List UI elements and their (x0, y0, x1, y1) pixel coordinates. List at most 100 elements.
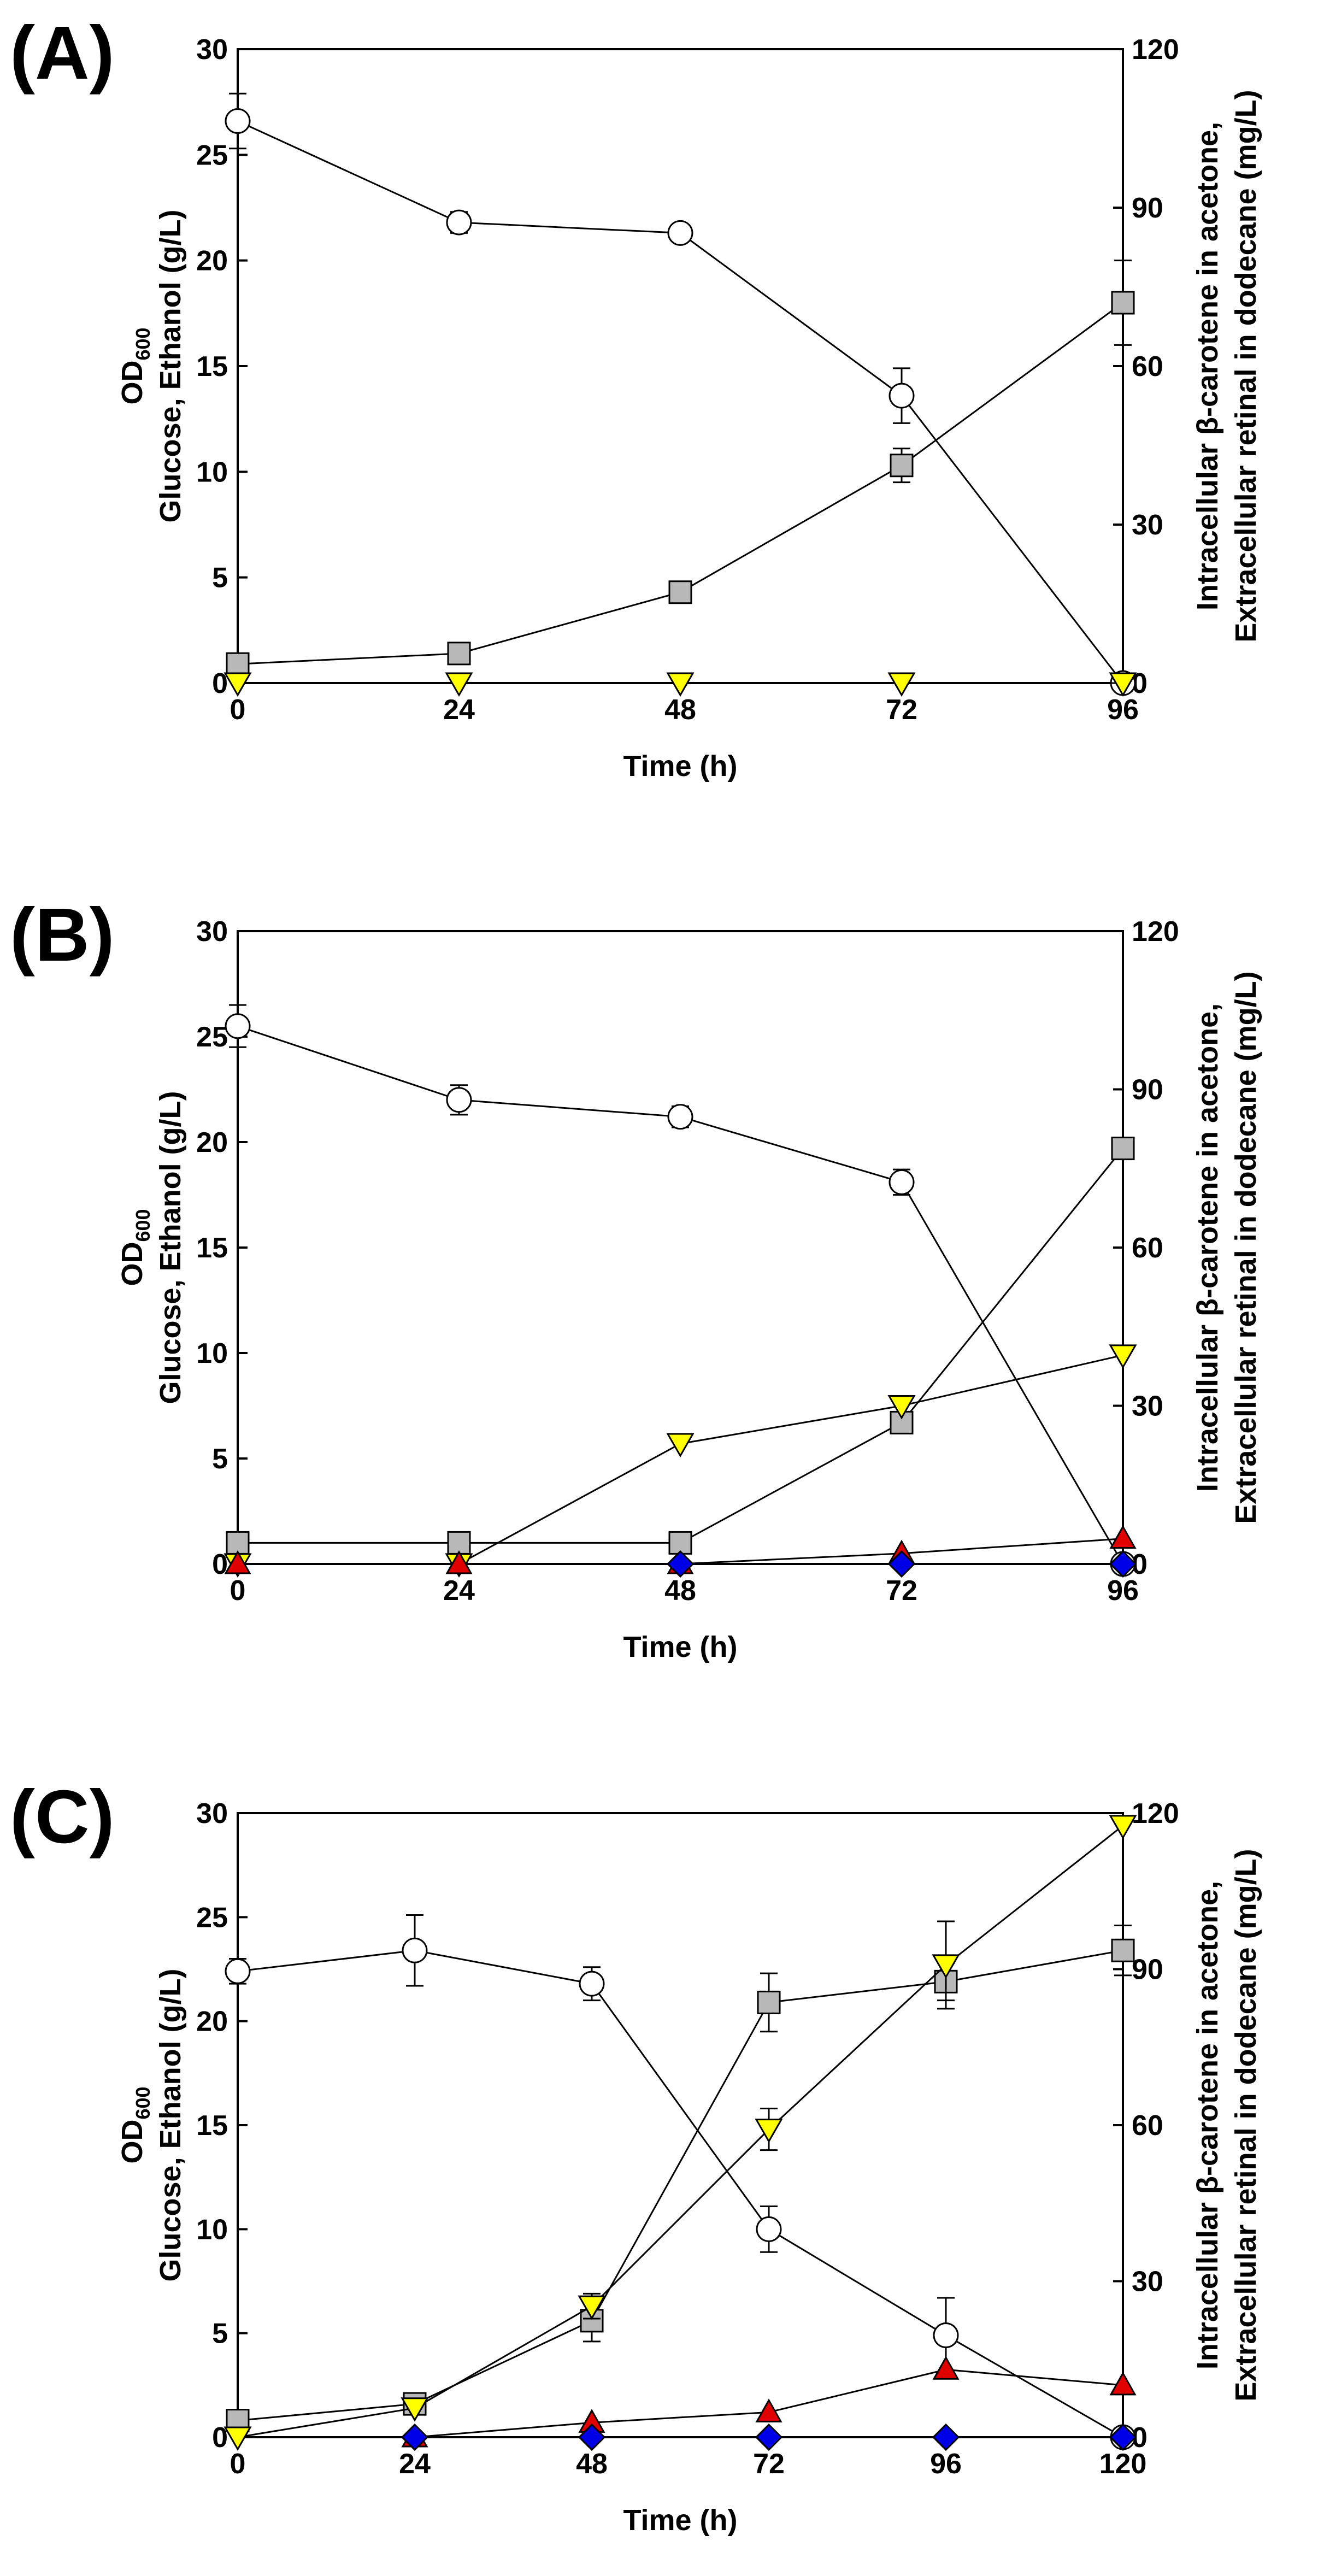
data-point (667, 220, 693, 246)
data-point (755, 2398, 782, 2422)
y-axis-title-glucose-ethanol: Glucose, Ethanol (g/L) (154, 1968, 187, 2281)
series-glucose (226, 260, 1135, 676)
x-tick-label: 72 (886, 694, 917, 726)
y-tick-label: 10 (196, 456, 228, 488)
panel-label-b: (B) (10, 893, 115, 977)
data-point (401, 2423, 429, 2451)
data-point (226, 652, 250, 676)
y2-axis-title-carotene: Intracellular β-carotene in acetone, (1191, 122, 1224, 610)
y-axis-title-glucose-ethanol: Glucose, Ethanol (g/L) (154, 209, 187, 522)
x-tick-label: 0 (230, 694, 246, 726)
y2-tick-label: 60 (1132, 1232, 1163, 1264)
x-tick-label: 48 (576, 2448, 608, 2480)
series-line (237, 1949, 1123, 2438)
y2-tick-label: 120 (1132, 916, 1179, 948)
data-point (666, 672, 695, 697)
y-tick-label: 30 (196, 34, 228, 66)
data-point (446, 209, 472, 236)
y-tick-label: 15 (196, 351, 228, 383)
x-axis-title: Time (h) (623, 2504, 737, 2537)
data-point (756, 2216, 782, 2242)
y-tick-label: 25 (196, 1902, 228, 1933)
data-point (446, 1087, 472, 1113)
y-tick-label: 5 (212, 2318, 228, 2350)
x-tick-label: 0 (230, 2448, 246, 2480)
y-axis-title-glucose-ethanol: Glucose, Ethanol (g/L) (154, 1091, 187, 1404)
y-tick-label: 20 (196, 1127, 228, 1158)
y-axis-title-od: OD600 (116, 2086, 154, 2163)
data-point (401, 2397, 429, 2422)
data-point (889, 1169, 915, 1195)
data-point (225, 1958, 251, 1984)
x-tick-label: 24 (443, 1575, 475, 1607)
y2-tick-label: 90 (1132, 1954, 1163, 1986)
plot-frame (237, 1812, 1124, 2438)
data-point (578, 2423, 606, 2451)
y2-tick-label: 60 (1132, 351, 1163, 383)
x-tick-label: 96 (1107, 1575, 1139, 1607)
x-tick-label: 72 (753, 2448, 785, 2480)
data-point (447, 1531, 471, 1555)
x-tick-label: 48 (664, 694, 696, 726)
data-point (1111, 1137, 1135, 1161)
y-tick-label: 30 (196, 1798, 228, 1830)
y-axis-title-od-main: OD (116, 2120, 149, 2164)
y-tick-label: 20 (196, 2006, 228, 2038)
data-point (755, 2423, 783, 2451)
data-point (223, 672, 252, 697)
data-point (578, 2295, 606, 2320)
y2-axis-title-carotene: Intracellular β-carotene in acetone, (1191, 1003, 1224, 1492)
data-point (667, 1104, 693, 1130)
data-point (887, 1395, 916, 1420)
data-point (1109, 1815, 1137, 1839)
series-extracellular-retinal (401, 2423, 1137, 2451)
y-tick-label: 10 (196, 2214, 228, 2245)
data-point (1109, 1550, 1137, 1578)
data-point (887, 672, 916, 697)
y-tick-label: 5 (212, 1443, 228, 1475)
y-axis-title-od: OD600 (116, 327, 154, 404)
panel-label-a: (A) (10, 11, 115, 95)
series-glucose (226, 1137, 1135, 1555)
data-point (887, 1550, 916, 1578)
series-line (237, 1825, 1123, 2438)
y2-tick-label: 30 (1132, 2266, 1163, 2298)
data-point (890, 454, 914, 478)
x-tick-label: 96 (930, 2448, 962, 2480)
y2-tick-label: 60 (1132, 2110, 1163, 2142)
data-point (668, 1531, 692, 1555)
data-point (668, 580, 692, 604)
y2-axis-title-retinal: Extracellular retinal in dodecane (mg/L) (1229, 1849, 1262, 2401)
data-point (666, 1433, 695, 1457)
data-point (1109, 672, 1137, 697)
data-point (666, 1550, 695, 1578)
y-tick-label: 15 (196, 2110, 228, 2142)
plot-frame (237, 930, 1124, 1565)
x-axis-title: Time (h) (623, 750, 737, 783)
y-tick-label: 25 (196, 1021, 228, 1053)
y2-tick-label: 30 (1132, 1391, 1163, 1422)
y-axis-title-od-main: OD (116, 361, 149, 405)
y2-tick-label: 120 (1132, 34, 1179, 66)
y2-tick-label: 120 (1132, 1798, 1179, 1830)
data-point (445, 672, 473, 697)
y-axis-title-od-subscript: 600 (132, 2086, 154, 2119)
data-point (1111, 1938, 1135, 1962)
panel-label-c: (C) (10, 1775, 115, 1859)
series-glucose (226, 1925, 1135, 2433)
data-point (447, 642, 471, 666)
series-ethanol (223, 1815, 1137, 2451)
data-point (225, 108, 251, 134)
series-od600 (225, 1004, 1136, 1577)
y-axis-title-od-subscript: 600 (132, 327, 154, 360)
data-point (224, 1550, 251, 1574)
y-tick-label: 20 (196, 245, 228, 277)
data-point (933, 2322, 959, 2348)
data-point (579, 1971, 605, 1997)
data-point (402, 1937, 428, 1963)
x-tick-label: 72 (886, 1575, 917, 1607)
data-point (1111, 291, 1135, 315)
